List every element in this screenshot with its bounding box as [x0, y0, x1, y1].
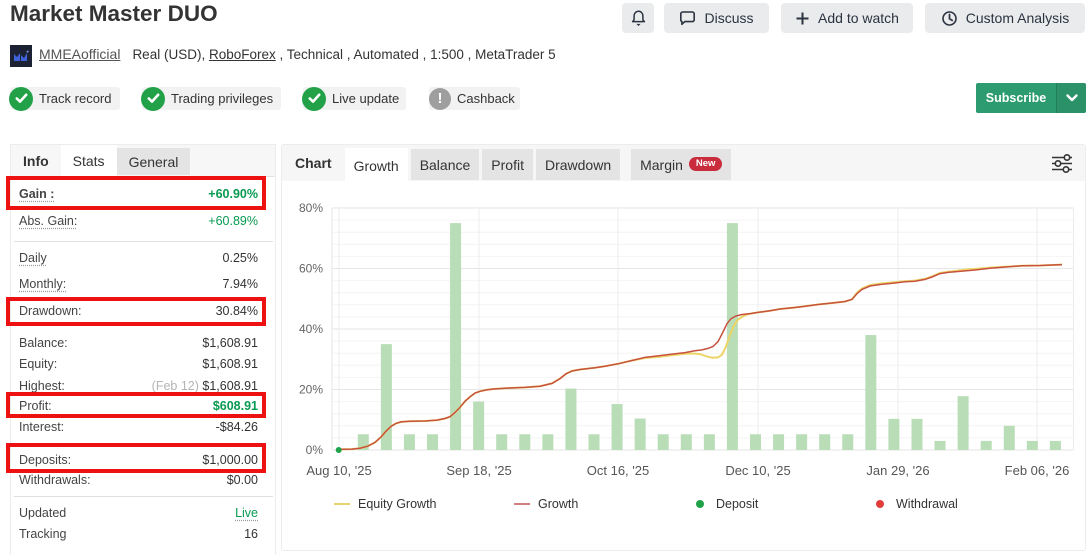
svg-text:60%: 60% — [299, 262, 323, 276]
svg-text:Jan 29, '26: Jan 29, '26 — [866, 463, 929, 478]
svg-text:Oct 16, '25: Oct 16, '25 — [587, 463, 649, 478]
svg-text:20%: 20% — [299, 383, 323, 397]
svg-text:Equity Growth: Equity Growth — [358, 497, 437, 511]
svg-text:Sep 18, '25: Sep 18, '25 — [446, 463, 511, 478]
svg-text:0%: 0% — [306, 443, 324, 457]
svg-text:Growth: Growth — [538, 497, 578, 511]
svg-text:Withdrawal: Withdrawal — [896, 497, 958, 511]
svg-text:Deposit: Deposit — [716, 497, 759, 511]
svg-text:Aug 10, '25: Aug 10, '25 — [306, 463, 371, 478]
svg-text:Feb 06, '26: Feb 06, '26 — [1005, 463, 1070, 478]
svg-text:Dec 10, '25: Dec 10, '25 — [725, 463, 790, 478]
svg-text:40%: 40% — [299, 322, 323, 336]
svg-text:80%: 80% — [299, 201, 323, 215]
